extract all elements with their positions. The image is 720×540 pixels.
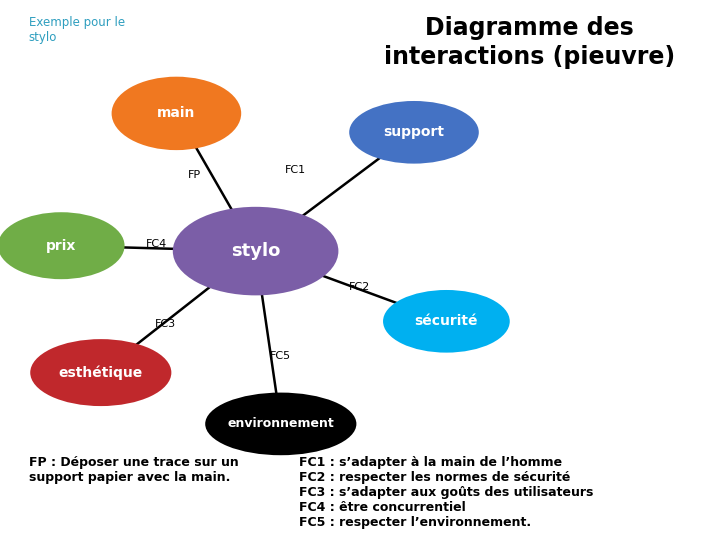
Text: FP : Déposer une trace sur un
support papier avec la main.: FP : Déposer une trace sur un support pa… bbox=[29, 456, 238, 484]
Text: FP: FP bbox=[188, 171, 201, 180]
Ellipse shape bbox=[205, 393, 356, 455]
Text: prix: prix bbox=[46, 239, 76, 253]
Ellipse shape bbox=[349, 101, 479, 164]
Text: main: main bbox=[157, 106, 196, 120]
Text: FC5: FC5 bbox=[270, 352, 292, 361]
Text: environnement: environnement bbox=[228, 417, 334, 430]
Text: sécurité: sécurité bbox=[415, 314, 478, 328]
Ellipse shape bbox=[173, 207, 338, 295]
Ellipse shape bbox=[30, 339, 171, 406]
Ellipse shape bbox=[383, 290, 510, 353]
Text: Diagramme des
interactions (pieuvre): Diagramme des interactions (pieuvre) bbox=[384, 16, 675, 69]
Text: Exemple pour le
stylo: Exemple pour le stylo bbox=[29, 16, 125, 44]
Text: FC4: FC4 bbox=[146, 239, 168, 249]
Text: FC1 : s’adapter à la main de l’homme
FC2 : respecter les normes de sécurité
FC3 : FC1 : s’adapter à la main de l’homme FC2… bbox=[299, 456, 593, 529]
Ellipse shape bbox=[112, 77, 241, 150]
Text: support: support bbox=[384, 125, 444, 139]
Text: stylo: stylo bbox=[231, 242, 280, 260]
Text: FC3: FC3 bbox=[155, 319, 176, 329]
Text: FC1: FC1 bbox=[284, 165, 306, 175]
Text: FC2: FC2 bbox=[349, 282, 371, 292]
Text: esthétique: esthétique bbox=[58, 366, 143, 380]
Ellipse shape bbox=[0, 212, 125, 279]
